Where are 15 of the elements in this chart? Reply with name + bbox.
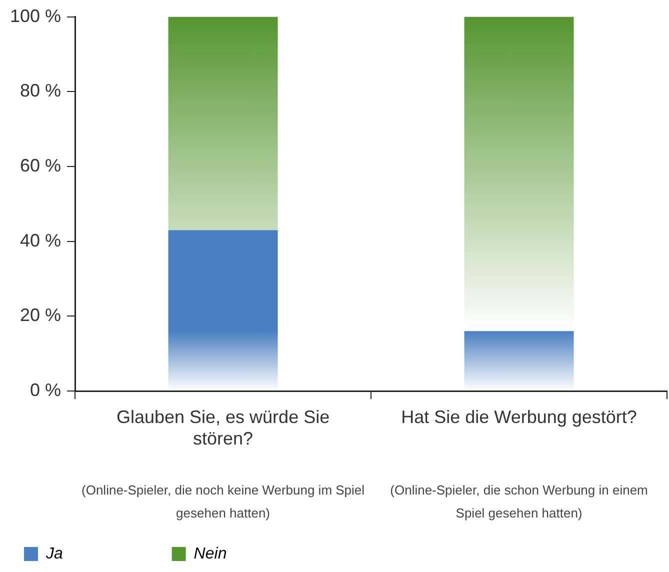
text: (Online-Spieler, die schon Werbung in einem Spiel gesehen hatten): [390, 482, 648, 521]
text: (Online-Spieler, die noch keine Werbung im Spiel gesehen hatten): [82, 482, 365, 521]
legend-label: Ja: [45, 545, 152, 562]
y-tick-label: 20 %: [20, 305, 62, 326]
x-tick-label: Glauben Sie, es würde Sie stören?: [116, 406, 330, 448]
y-tick-label: 40 %: [20, 230, 62, 250]
y-tick-label: 100 %: [10, 6, 62, 26]
y-tick-label: 80 %: [20, 80, 62, 101]
x-tick-label: Hat Sie die Werbung gestört?: [401, 406, 637, 427]
legend-label: Nein: [194, 545, 316, 562]
y-tick-label: 0 %: [30, 380, 62, 400]
bar: [464, 331, 574, 390]
bar: [168, 16, 278, 230]
bar: [168, 230, 278, 390]
y-tick-label: 60 %: [20, 155, 62, 176]
